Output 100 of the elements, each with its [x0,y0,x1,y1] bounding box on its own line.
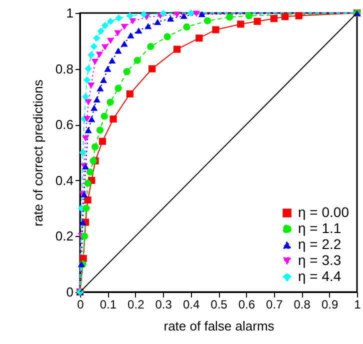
x-tick-label: 0.5 [210,298,228,312]
point [106,38,114,44]
x-tick-label: 0 [77,298,84,312]
x-tick-label: 0.8 [294,298,311,312]
point [160,10,167,18]
point [135,28,142,34]
point [114,30,122,36]
point [100,112,108,120]
point [173,12,180,18]
x-tick-label: 0.4 [182,298,200,312]
y-tick-label: 0.4 [55,172,74,188]
point [88,116,96,122]
point [114,84,122,92]
point [183,23,190,30]
point [86,168,94,176]
point [164,33,171,40]
point [90,42,98,50]
x-tick-label: 0.7 [266,298,284,312]
point [83,76,90,84]
point [140,10,148,18]
y-tick-label: 0.8 [55,61,74,76]
point [173,46,180,53]
x-tick-label: 0.3 [155,298,172,312]
y-tick-label: 1 [66,6,74,20]
point [82,135,90,142]
x-tick-label: 0.6 [238,298,256,312]
y-tick-label: 0.6 [55,117,74,132]
point [110,115,117,123]
point [148,65,156,72]
point [98,138,106,145]
point [88,51,95,58]
point [82,93,90,100]
legend-label: η = 3.3 [298,252,342,268]
point [88,82,95,89]
y-tick-label: 0.2 [55,228,74,244]
point [120,24,128,30]
point [192,10,200,17]
point [127,32,134,38]
point [212,26,220,34]
point [100,76,108,84]
point [84,99,92,106]
point [126,90,134,98]
point [254,18,261,25]
point [91,143,98,150]
point [129,18,136,24]
legend-label: η = 2.2 [298,236,342,252]
point [115,14,122,22]
point [96,52,103,58]
x-tick-label: 0.9 [321,298,338,312]
y-tick-label: 0 [66,284,74,300]
point [120,40,128,47]
point [79,148,86,156]
point [167,16,174,22]
point [281,13,289,20]
point [96,126,104,134]
point [84,127,92,134]
point [97,28,104,35]
point [90,104,98,111]
point [154,18,162,25]
point [180,12,188,19]
legend-label: η = 1.1 [298,220,342,236]
point [270,15,278,22]
point [108,57,116,64]
legend-label: η = 4.4 [298,268,342,284]
point [80,232,88,240]
point [147,42,154,50]
point [144,23,152,30]
point [114,48,122,54]
x-axis-title: rate of false alarms [164,318,275,334]
point [196,34,203,42]
point [123,68,130,76]
point [245,12,253,20]
y-axis-title: rate of correct predictions [30,79,46,226]
legend-label: η = 0.00 [298,204,350,220]
point [226,14,234,21]
point [101,44,108,50]
point [84,196,92,204]
point [93,96,100,103]
point [82,204,90,212]
point [91,58,98,65]
point [237,20,244,28]
point [187,9,194,17]
point [204,17,211,24]
point [93,34,100,42]
point [84,65,92,72]
point [101,22,108,30]
point [198,11,206,18]
point [126,12,134,20]
point [104,66,112,72]
x-tick-label: 0.1 [100,298,117,312]
point [96,85,104,92]
point [106,18,114,25]
point [83,116,90,122]
point [295,12,302,20]
x-tick-label: 0.2 [128,298,145,312]
point [84,180,92,187]
x-tick-label: 1 [354,298,362,312]
point [106,98,114,106]
point [79,219,86,226]
point [134,56,141,64]
